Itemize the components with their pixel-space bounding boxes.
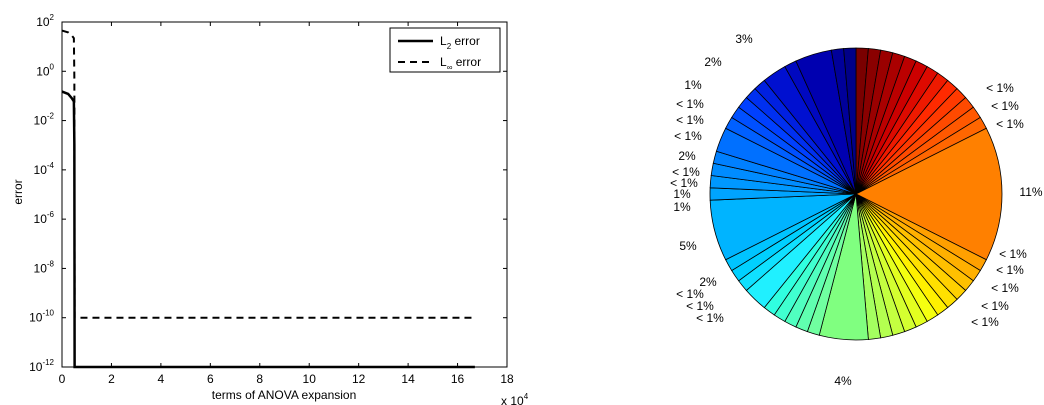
legend-l2-sub: 2: [447, 42, 452, 51]
pie-slice-label: < 1%: [981, 299, 1009, 313]
pie-slice-label: 5%: [679, 239, 697, 253]
x-tick-label: 10: [303, 372, 317, 386]
plot-frame: [61, 21, 508, 368]
y-tick-base: 10: [34, 212, 48, 226]
pie-slice-label: < 1%: [674, 129, 702, 143]
y-tick-label: 102: [36, 13, 54, 29]
y-tick-exp: 0: [50, 62, 55, 71]
pie-slice-label: 1%: [673, 200, 691, 214]
pie-slice-label: 2%: [704, 55, 722, 69]
x-axis-label: terms of ANOVA expansion: [212, 388, 357, 402]
pie-slice-label: < 1%: [672, 165, 700, 179]
x-multiplier-exp: 4: [524, 392, 529, 401]
legend-entry-l2: L2 error: [440, 34, 480, 51]
pie-slice-label: 1%: [684, 78, 702, 92]
y-tick-label: 10-8: [34, 259, 55, 275]
x-tick-label: 16: [451, 372, 465, 386]
pie-slice: [855, 127, 1003, 261]
legend-linf-sub: ∞: [447, 63, 453, 72]
pie-slice-label: 2%: [678, 149, 696, 163]
y-axis-label: error: [11, 179, 25, 204]
x-tick-label: 0: [59, 372, 66, 386]
y-tick-exp: -8: [47, 259, 55, 268]
legend-box: [389, 27, 501, 73]
x-multiplier: x 104: [501, 392, 529, 405]
legend-entry-linf: L∞ error: [440, 55, 481, 72]
x-multiplier-base: x 10: [501, 394, 524, 405]
y-tick-base: 10: [36, 15, 50, 29]
series-linf-error-line: [61, 29, 475, 319]
y-tick-exp: -2: [47, 112, 55, 121]
legend-linf-main: L: [440, 55, 447, 69]
x-tick-label: 8: [256, 372, 263, 386]
x-tick-label: 12: [352, 372, 366, 386]
x-tick-label: 2: [108, 372, 115, 386]
y-tick-base: 10: [34, 261, 48, 275]
y-tick-exp: -10: [42, 309, 54, 318]
y-tick-exp: -12: [42, 358, 54, 367]
pie-slice-label: < 1%: [991, 281, 1019, 295]
x-tick-label: 4: [158, 372, 165, 386]
pie-slice-label: 11%: [1019, 185, 1042, 199]
legend-linf-rest: error: [452, 55, 481, 69]
legend-l2-rest: error: [451, 34, 480, 48]
pie-slice-label: < 1%: [986, 81, 1014, 95]
pie-slice-label: < 1%: [676, 113, 704, 127]
y-tick-label: 10-10: [29, 309, 54, 325]
y-tick-label: 10-2: [34, 112, 55, 128]
pie-slice-label: < 1%: [676, 97, 704, 111]
line-chart: 0 2 4 6 8 10 12 14 16 18 10210010-210-410-610-810…: [11, 13, 529, 405]
pie-slice-label: 3%: [735, 32, 753, 46]
y-tick-exp: -4: [47, 161, 55, 170]
x-tick-label: 14: [401, 372, 415, 386]
y-tick-base: 10: [29, 360, 43, 374]
pie-slices: [709, 47, 1003, 341]
pie-slice-label: 4%: [834, 374, 852, 388]
series-lines: [61, 29, 475, 369]
y-tick-label: 10-6: [34, 210, 55, 226]
pie-chart: 11%5%3%2%1%2%2%1%1%4%< 1%< 1%< 1%< 1%< 1…: [670, 32, 1043, 388]
pie-slice-label: < 1%: [686, 299, 714, 313]
pie-slice-label: < 1%: [670, 176, 698, 190]
pie-slice-label: < 1%: [696, 311, 724, 325]
y-tick-base: 10: [34, 163, 48, 177]
y-tick-label: 10-12: [29, 358, 54, 374]
pie-slice-label: < 1%: [996, 263, 1024, 277]
pie-slice: [843, 47, 857, 195]
y-tick-base: 10: [36, 64, 50, 78]
y-tick-exp: 2: [50, 13, 55, 22]
pie-slice-label: 2%: [699, 275, 717, 289]
y-tick-exp: -6: [47, 210, 55, 219]
pie-slice-label: < 1%: [676, 287, 704, 301]
pie-labels: 11%5%3%2%1%2%2%1%1%4%< 1%< 1%< 1%< 1%< 1…: [670, 32, 1043, 388]
y-tick-label: 10-4: [34, 161, 55, 177]
pie-slice-label: < 1%: [971, 315, 999, 329]
pie-slice-label: < 1%: [991, 99, 1019, 113]
x-tick-label: 6: [207, 372, 214, 386]
pie-slice-label: < 1%: [999, 247, 1027, 261]
pie-slice-label: 1%: [673, 187, 691, 201]
y-tick-label: 100: [36, 62, 54, 78]
y-tick-base: 10: [29, 311, 43, 325]
legend: L2 error L∞ error: [389, 27, 501, 73]
x-tick-label: 18: [500, 372, 514, 386]
y-tick-base: 10: [34, 114, 48, 128]
pie-slice-label: < 1%: [996, 117, 1024, 131]
legend-l2-main: L: [440, 34, 447, 48]
